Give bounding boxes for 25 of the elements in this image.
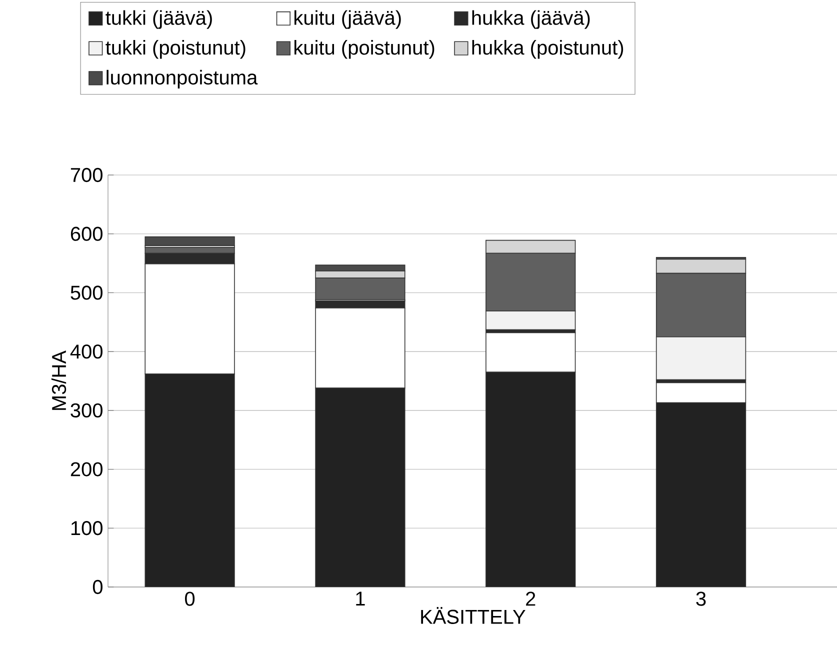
legend-label: tukki (poistunut) <box>106 40 246 59</box>
y-axis-title: M3/HA <box>51 350 66 410</box>
bar <box>315 388 406 587</box>
x-tick-label: 3 <box>696 592 706 606</box>
y-tick-label: 0 <box>92 580 102 594</box>
y-tick-label: 300 <box>70 403 102 418</box>
y-tick-label: 100 <box>71 521 102 536</box>
y-tick-label: 400 <box>70 344 102 359</box>
x-tick-label: 2 <box>526 592 536 606</box>
legend-label: luonnonpoistuma <box>106 70 258 89</box>
x-tick-label: 0 <box>185 592 195 606</box>
legend-label: kuitu (jäävä) <box>294 10 401 29</box>
legend-label: hukka (jäävä) <box>472 10 590 29</box>
x-tick-label: 1 <box>356 592 365 606</box>
legend-label: tukki (jäävä) <box>106 10 212 29</box>
bar <box>144 374 235 587</box>
y-tick-label: 600 <box>70 226 102 241</box>
legend-label: kuitu (poistunut) <box>294 40 434 59</box>
bar <box>656 402 746 587</box>
y-tick-label: 200 <box>70 462 102 476</box>
bar <box>486 372 576 587</box>
y-tick-label: 700 <box>70 168 102 182</box>
x-axis-title: KÄSITTELY <box>421 607 526 624</box>
legend-label: hukka (poistunut) <box>472 40 624 59</box>
y-tick-label: 500 <box>70 286 102 300</box>
